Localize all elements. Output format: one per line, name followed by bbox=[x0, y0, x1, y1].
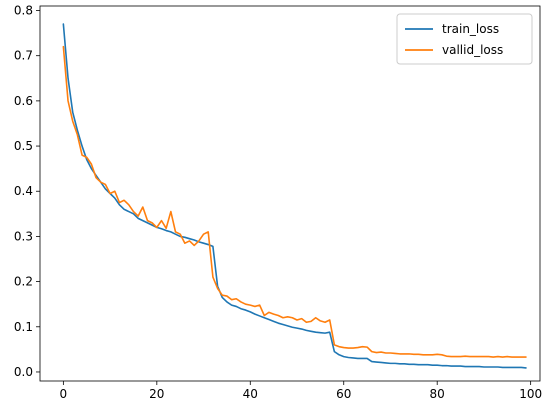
plot-frame bbox=[39, 5, 541, 382]
y-tick-label: 0.7 bbox=[14, 49, 33, 63]
x-tick-label: 100 bbox=[519, 387, 542, 401]
x-tick-label: 0 bbox=[60, 387, 68, 401]
y-tick-label: 0.8 bbox=[14, 4, 33, 18]
y-tick-label: 0.3 bbox=[14, 229, 33, 243]
y-tick-label: 0.2 bbox=[14, 275, 33, 289]
y-tick-label: 0.6 bbox=[14, 94, 33, 108]
x-axis-ticks: 0 20 40 60 80 100 bbox=[60, 381, 542, 401]
series-layer bbox=[62, 23, 527, 369]
y-tick-label: 0.0 bbox=[14, 365, 33, 379]
y-tick-label: 0.5 bbox=[14, 139, 33, 153]
x-tick-label: 60 bbox=[336, 387, 351, 401]
x-tick-label: 80 bbox=[430, 387, 445, 401]
legend-box bbox=[396, 13, 533, 65]
x-tick-label: 20 bbox=[149, 387, 164, 401]
legend-label-vallid_loss: vallid_loss bbox=[442, 43, 503, 57]
series-line-train_loss bbox=[62, 23, 527, 369]
series-line-vallid_loss bbox=[62, 45, 527, 358]
y-tick-label: 0.4 bbox=[14, 184, 33, 198]
y-axis-ticks: 0.0 0.1 0.2 0.3 0.4 0.5 0.6 0.7 0.8 bbox=[14, 4, 40, 379]
legend-label-train_loss: train_loss bbox=[442, 22, 499, 36]
x-tick-label: 40 bbox=[243, 387, 258, 401]
y-tick-label: 0.1 bbox=[14, 320, 33, 334]
legend: train_loss vallid_loss bbox=[396, 13, 533, 65]
